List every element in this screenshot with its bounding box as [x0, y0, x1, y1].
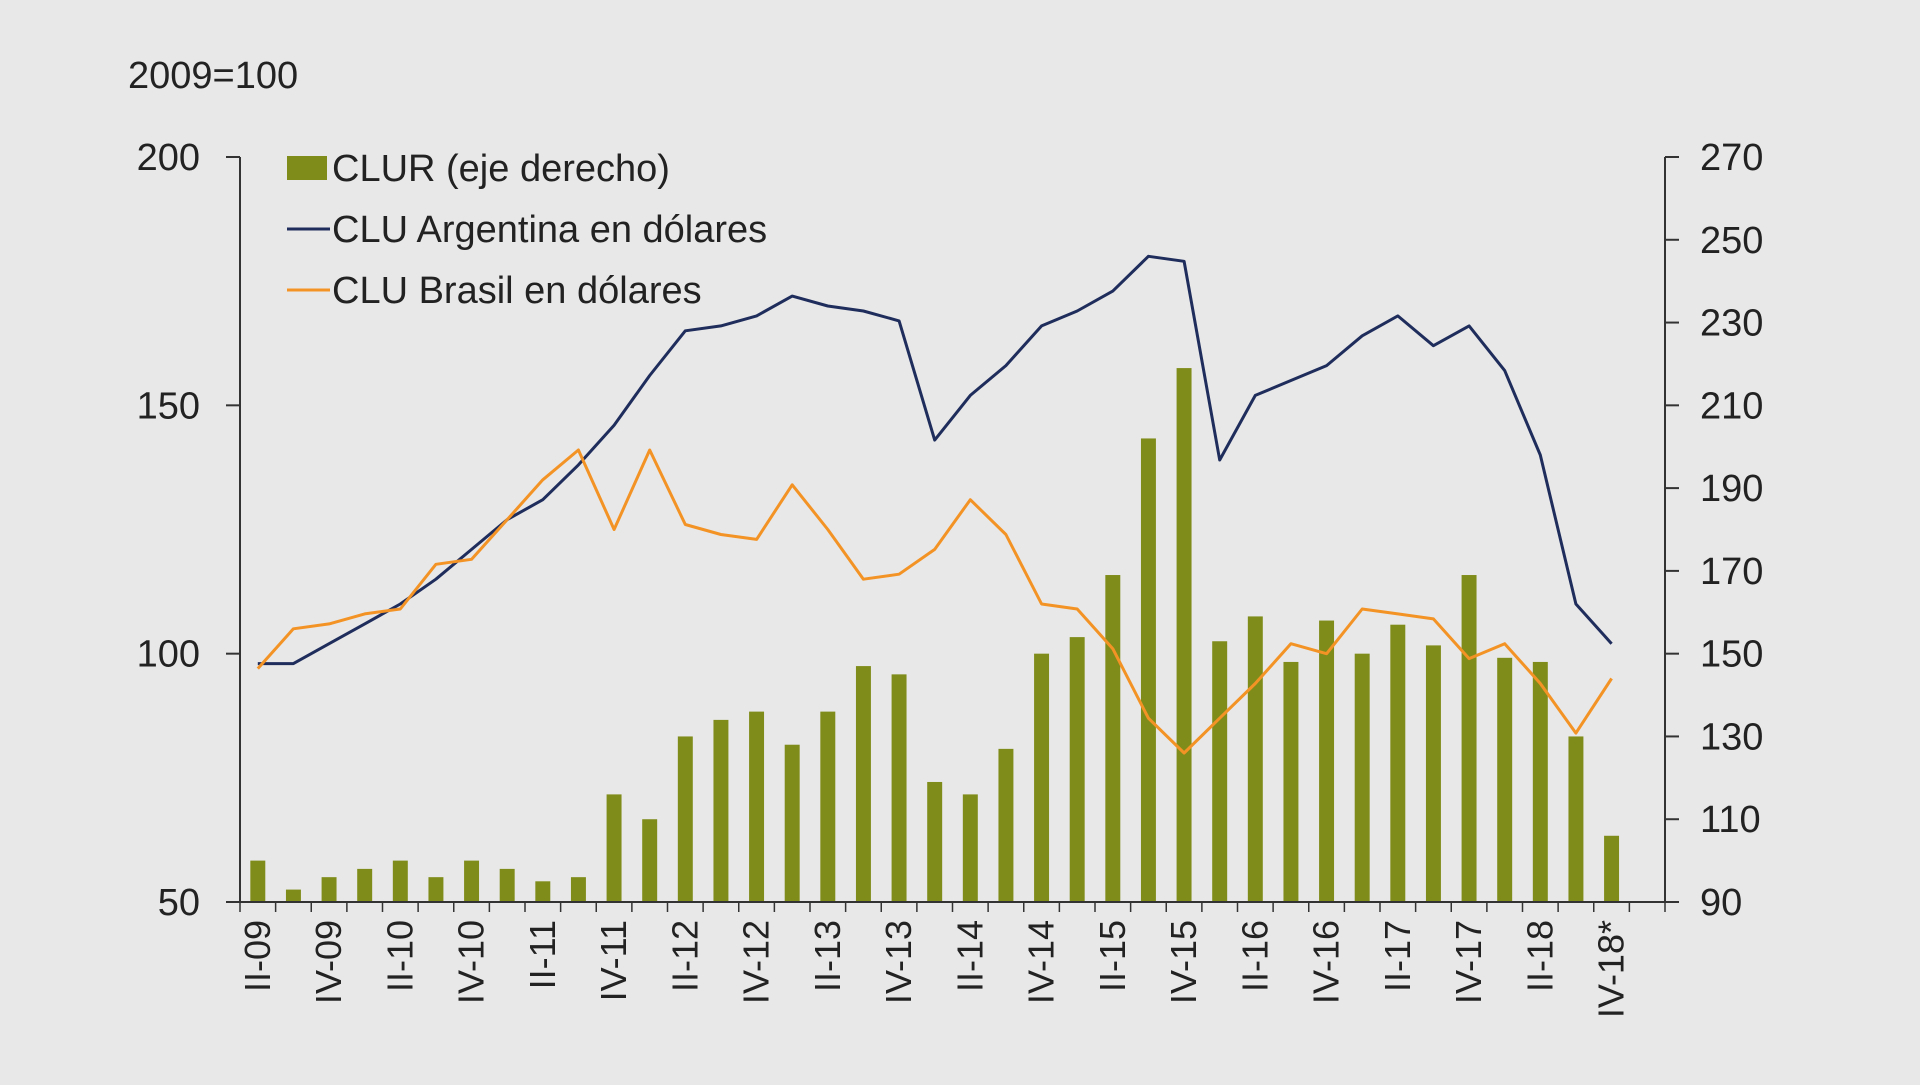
bar-clur: [392, 860, 408, 902]
x-tick-label: IV-12: [736, 920, 777, 1004]
bar-clur: [285, 889, 301, 902]
y-right-tick-label: 110: [1700, 799, 1761, 841]
bar-clur: [1390, 624, 1406, 902]
bar-clur: [1176, 368, 1192, 902]
x-tick-label: IV-14: [1021, 920, 1062, 1004]
bar-clur: [642, 819, 658, 902]
bar-clur: [250, 860, 266, 902]
bar-clur: [677, 736, 693, 902]
bar-clur: [1497, 657, 1513, 902]
bar-clur: [927, 781, 943, 902]
y-right-tick-label: 150: [1700, 634, 1763, 676]
legend-label: CLU Brasil en dólares: [332, 270, 702, 312]
bar-clur: [321, 877, 337, 902]
x-tick-label: IV-15: [1163, 920, 1204, 1004]
x-tick-label: IV-13: [878, 920, 919, 1004]
x-tick-label: IV-11: [593, 920, 634, 1001]
x-tick-label: IV-16: [1306, 920, 1347, 1004]
bar-clur: [855, 666, 871, 902]
x-tick-label: II-10: [379, 920, 420, 992]
line-clu-brasil: [256, 448, 1613, 755]
bar-clur: [784, 744, 800, 902]
bar-clur: [1354, 653, 1370, 902]
x-tick-label: II-16: [1234, 920, 1275, 992]
x-tick-label: II-17: [1377, 920, 1418, 992]
bar-clur: [1461, 575, 1477, 902]
y-left-unit-label: 2009=100: [128, 55, 298, 97]
y-right-tick-label: 90: [1700, 882, 1742, 924]
y-left-tick-label: 50: [158, 882, 200, 924]
legend-swatch-clur: [287, 156, 327, 180]
y-right-tick-label: 250: [1700, 220, 1763, 262]
legend-label: CLUR (eje derecho): [332, 148, 670, 190]
bar-clur: [606, 794, 622, 902]
x-tick-label: II-11: [522, 920, 563, 989]
y-right-tick-label: 170: [1700, 551, 1763, 593]
bar-clur: [570, 877, 586, 902]
bar-clur: [1034, 653, 1050, 902]
bar-clur: [1069, 637, 1085, 902]
bar-clur: [998, 748, 1014, 902]
y-left-tick-label: 200: [137, 137, 200, 179]
x-tick-label: II-14: [949, 920, 990, 992]
x-tick-label: II-13: [807, 920, 848, 992]
bar-clur: [499, 868, 515, 902]
y-left-tick-label: 100: [137, 634, 200, 676]
x-tick-label: II-15: [1092, 920, 1133, 992]
axes: 50 100 150 200 90 110 130 150 170 190 210 230 250 270…: [137, 137, 1764, 1018]
bar-clur: [1568, 736, 1584, 902]
bar-clur: [464, 860, 480, 902]
x-tick-label: IV-09: [308, 920, 349, 1004]
bar-clur: [1247, 616, 1263, 902]
x-tick-label: IV-10: [451, 920, 492, 1004]
x-tick-label: IV-17: [1448, 920, 1489, 1004]
y-right-tick-label: 190: [1700, 468, 1763, 510]
y-right-tick-label: 270: [1700, 137, 1763, 179]
bar-clur: [1212, 641, 1228, 902]
bar-series: [250, 368, 1620, 902]
bar-clur: [1283, 661, 1299, 902]
bar-clur: [1105, 575, 1121, 902]
bar-clur: [820, 711, 836, 902]
y-right-tick-label: 130: [1700, 716, 1763, 758]
x-tick-label: IV-18*: [1591, 920, 1632, 1018]
bar-clur: [535, 881, 551, 902]
bar-clur: [749, 711, 765, 902]
y-right-tick-label: 230: [1700, 303, 1763, 345]
x-tick-label: II-12: [664, 920, 705, 992]
bar-clur: [962, 794, 978, 902]
bar-clur: [357, 868, 373, 902]
legend: CLUR (eje derecho) CLU Argentina en dólar…: [287, 148, 767, 312]
x-tick-label: II-18: [1519, 920, 1560, 992]
line-clu-argentina: [257, 254, 1613, 666]
y-right-tick-label: 210: [1700, 385, 1763, 427]
bar-clur: [1140, 438, 1156, 902]
x-tick-label: II-09: [237, 920, 278, 992]
bar-clur: [1604, 835, 1620, 902]
bar-clur: [891, 674, 907, 902]
bar-clur: [1319, 620, 1335, 902]
legend-label: CLU Argentina en dólares: [332, 209, 767, 251]
bar-clur: [428, 877, 444, 902]
line-series: [256, 254, 1613, 755]
bar-clur: [713, 719, 729, 902]
bar-clur: [1532, 661, 1548, 902]
y-left-tick-label: 150: [137, 385, 200, 427]
bar-clur: [1425, 645, 1441, 902]
